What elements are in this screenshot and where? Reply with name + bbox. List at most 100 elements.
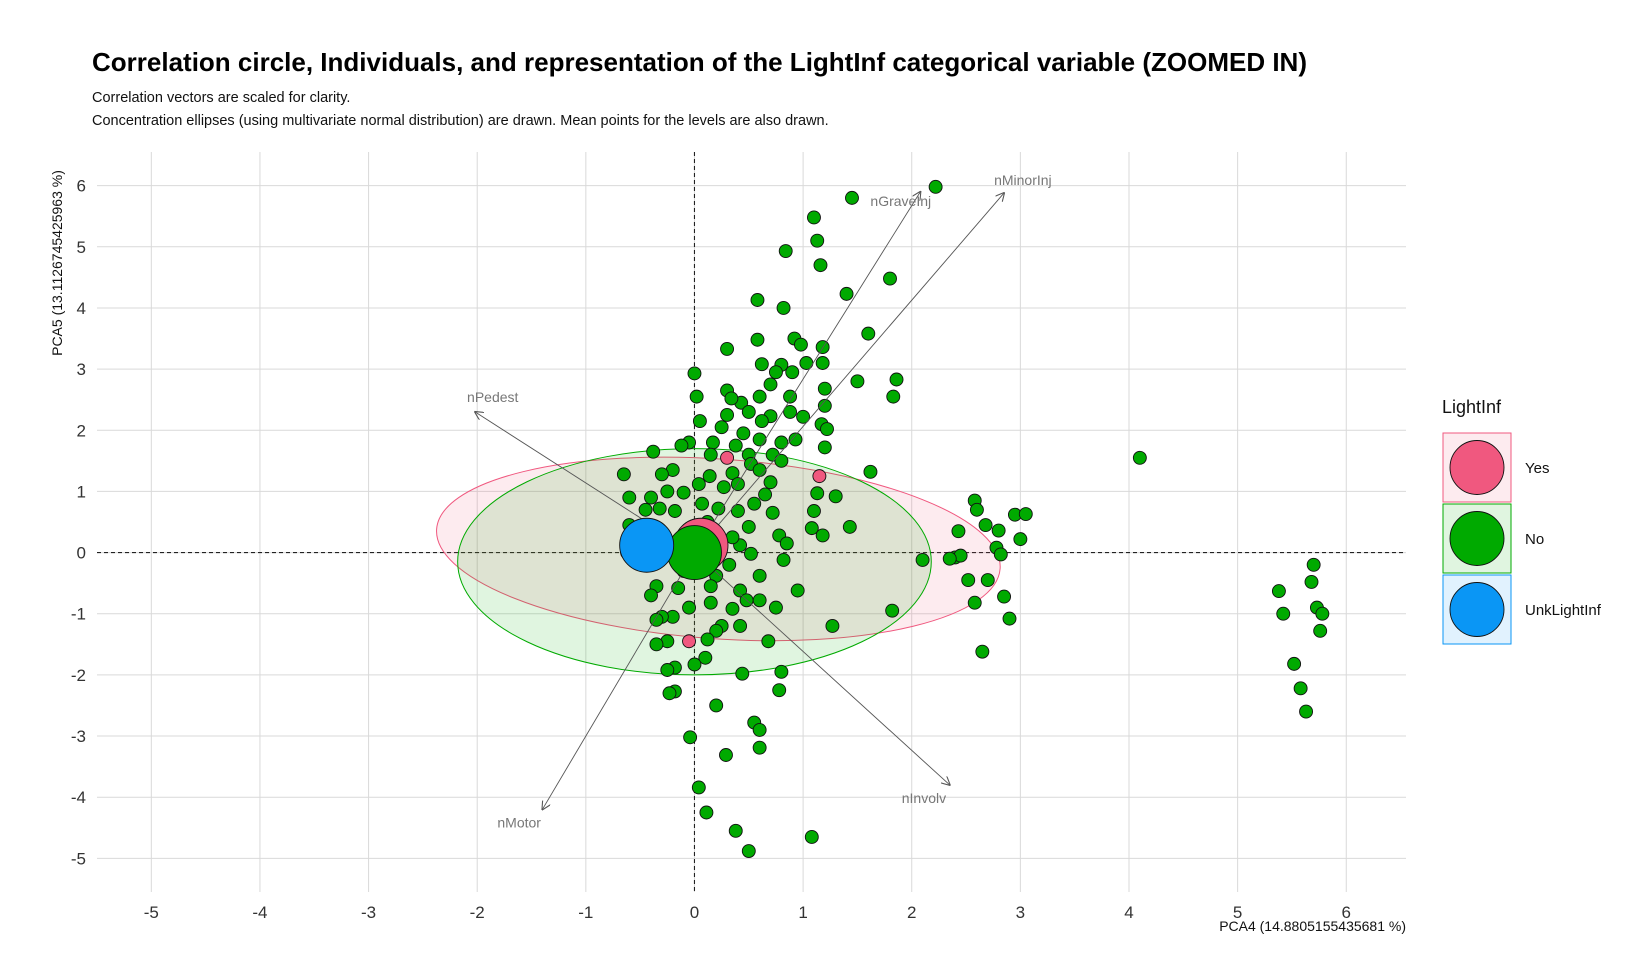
x-tick-label: -5 <box>144 903 159 922</box>
x-tick-label: -4 <box>252 903 267 922</box>
vector-ninvolv <box>694 552 949 785</box>
point-no <box>689 389 704 404</box>
point-no <box>807 210 821 225</box>
chart-subtitle-line-2: Concentration ellipses (using multivaria… <box>92 113 829 129</box>
point-no <box>815 356 830 370</box>
y-tick-label: -5 <box>71 849 86 868</box>
point-no <box>733 619 748 633</box>
point-no <box>752 740 767 755</box>
legend-swatch-yes <box>1449 440 1505 495</box>
point-no <box>1132 450 1147 465</box>
legend-item-no: No <box>1442 503 1544 574</box>
point-no <box>687 657 702 672</box>
x-tick-label: 6 <box>1342 903 1351 922</box>
level-mean-points <box>619 517 729 581</box>
point-no <box>720 408 735 422</box>
y-tick-label: -4 <box>71 788 86 807</box>
y-tick-label: 0 <box>77 544 86 563</box>
point-no <box>719 748 733 762</box>
y-tick-label: 5 <box>77 238 86 257</box>
point-no <box>807 504 821 518</box>
mean-point-no <box>667 525 722 581</box>
point-no <box>709 698 724 713</box>
point-no <box>776 301 791 315</box>
point-no <box>799 356 814 370</box>
point-no <box>783 404 798 419</box>
vector-label-nmotor: nMotor <box>497 814 541 830</box>
point-no <box>1313 623 1328 638</box>
legend-swatch-no <box>1449 511 1505 566</box>
point-no <box>722 557 737 572</box>
point-no <box>817 381 832 396</box>
chart-subtitle-line-1: Correlation vectors are scaled for clari… <box>92 90 350 106</box>
x-tick-label: -1 <box>578 903 593 922</box>
point-no <box>845 190 859 205</box>
point-no <box>703 579 718 594</box>
point-no <box>649 637 664 652</box>
point-no <box>1315 606 1330 621</box>
x-tick-label: 0 <box>690 903 699 922</box>
point-no <box>646 444 661 459</box>
point-no <box>779 536 794 551</box>
point-no <box>752 568 767 583</box>
legend-label-yes: Yes <box>1525 460 1549 477</box>
point-no <box>709 623 724 638</box>
point-no <box>716 480 731 495</box>
point-no <box>810 233 825 248</box>
point-no <box>683 730 698 745</box>
point-no <box>703 595 718 610</box>
point-no <box>915 552 930 567</box>
point-no <box>997 589 1012 604</box>
point-no <box>975 644 990 659</box>
y-tick-label: 4 <box>77 299 86 318</box>
point-no <box>662 686 677 701</box>
point-no <box>763 475 778 490</box>
point-no <box>691 780 706 795</box>
point-no <box>752 722 767 737</box>
point-no <box>692 414 707 429</box>
point-no <box>714 420 729 435</box>
point-no <box>616 467 631 482</box>
point-no <box>724 391 739 406</box>
y-tick-label: -1 <box>71 605 86 624</box>
point-no <box>725 466 740 481</box>
point-no <box>772 683 787 698</box>
point-no <box>774 664 789 679</box>
legend-label-no: No <box>1525 531 1544 548</box>
point-no <box>750 293 765 307</box>
point-no <box>863 464 878 479</box>
point-no <box>820 422 834 436</box>
point-no <box>703 447 718 462</box>
x-tick-label: 4 <box>1124 903 1133 922</box>
point-yes <box>682 634 696 649</box>
individual-points <box>616 179 1330 858</box>
point-no <box>980 573 995 588</box>
point-no <box>810 486 825 501</box>
point-no <box>839 286 854 301</box>
vector-label-ngraveinj: nGraveInj <box>870 193 931 209</box>
point-no <box>1304 574 1319 589</box>
x-tick-label: 1 <box>798 903 807 922</box>
y-axis-title: PCA5 (13.1126745425963 %) <box>49 170 65 356</box>
point-no <box>1271 584 1286 599</box>
y-tick-label: 1 <box>77 482 86 501</box>
point-no <box>885 603 900 618</box>
point-no <box>817 440 832 455</box>
point-no <box>825 619 840 633</box>
point-no <box>644 588 658 603</box>
point-no <box>761 634 776 649</box>
point-no <box>730 504 745 518</box>
point-no <box>778 244 793 259</box>
vector-nminorinj <box>694 193 1004 553</box>
point-no <box>752 463 767 477</box>
point-no <box>750 332 765 347</box>
point-no <box>774 435 789 450</box>
point-no <box>741 519 756 534</box>
point-no <box>790 583 805 598</box>
point-no <box>804 830 819 844</box>
chart-title: Correlation circle, Individuals, and rep… <box>92 47 1307 77</box>
point-no <box>660 484 675 499</box>
point-no <box>758 487 773 502</box>
point-no <box>702 469 717 484</box>
vector-label-nminorinj: nMinorInj <box>994 172 1052 188</box>
